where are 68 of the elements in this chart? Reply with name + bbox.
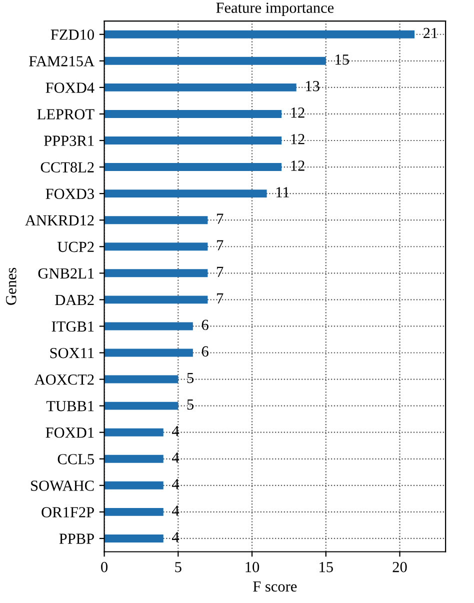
bar <box>104 508 164 516</box>
bar <box>104 534 164 542</box>
x-tick-label: 20 <box>392 562 407 572</box>
y-tick-label: AOXCT2 <box>34 374 94 385</box>
y-tick-label: ANKRD12 <box>25 215 94 226</box>
y-tick-label: LEPROT <box>37 109 94 120</box>
data-label: 12 <box>291 160 304 171</box>
data-label: 4 <box>172 506 180 516</box>
bar <box>104 454 164 463</box>
y-tick-label: FOXD4 <box>46 82 94 93</box>
data-label: 4 <box>172 479 180 490</box>
bar <box>104 348 193 357</box>
data-label: 13 <box>306 80 320 92</box>
y-tick-label: FOXD1 <box>46 428 94 438</box>
y-tick-label: FAM215A <box>29 56 94 66</box>
y-tick-label: CCT8L2 <box>40 162 94 172</box>
data-label: 12 <box>291 134 304 144</box>
bar <box>104 83 296 92</box>
x-tick-label: 10 <box>246 562 260 572</box>
bar <box>104 269 208 278</box>
y-tick-label: TUBB1 <box>46 401 94 412</box>
y-axis-title: Genes <box>6 268 16 305</box>
y-tick-label: DAB2 <box>55 294 94 306</box>
data-label: 7 <box>217 293 224 304</box>
data-label: 6 <box>202 346 208 357</box>
bar <box>104 296 208 304</box>
y-tick-label: PPP3R1 <box>44 136 94 146</box>
x-axis-title: F score <box>253 581 297 592</box>
y-tick-label: GNB2L1 <box>38 268 94 279</box>
data-label: 12 <box>291 108 304 118</box>
bar <box>104 322 193 330</box>
x-tick-label: 5 <box>175 562 182 572</box>
data-label: 5 <box>187 399 194 410</box>
bar <box>104 163 282 172</box>
data-label: 11 <box>276 187 289 198</box>
data-label: 15 <box>336 54 349 65</box>
y-tick-label: ITGB1 <box>52 321 94 332</box>
bar <box>104 216 208 224</box>
bar <box>104 428 164 436</box>
bar <box>104 136 282 144</box>
bar <box>104 242 208 251</box>
x-tick-label: 0 <box>101 562 108 572</box>
y-tick-label: FZD10 <box>50 30 94 40</box>
y-tick-label: OR1F2P <box>42 507 94 518</box>
x-tick-label: 15 <box>320 562 333 572</box>
bar <box>104 110 282 118</box>
data-label: 21 <box>424 28 438 38</box>
bar <box>104 375 178 384</box>
y-tick-label: CCL5 <box>58 454 94 464</box>
bar <box>104 481 164 490</box>
data-label: 4 <box>172 452 180 463</box>
bar <box>104 190 267 198</box>
data-label: 5 <box>187 372 194 384</box>
data-label: 7 <box>217 214 224 224</box>
data-label: 4 <box>172 426 180 436</box>
y-tick-label: PPBP <box>59 534 94 544</box>
data-label: 4 <box>172 532 180 542</box>
y-tick-label: SOX11 <box>50 348 94 358</box>
bar <box>104 402 178 410</box>
bar <box>104 56 326 65</box>
data-label: 6 <box>202 320 208 330</box>
y-tick-label: UCP2 <box>58 242 94 252</box>
y-tick-label: SOWAHC <box>31 480 94 491</box>
bar <box>104 30 415 38</box>
data-label: 7 <box>217 240 224 250</box>
data-label: 7 <box>217 266 224 277</box>
y-tick-label: FOXD3 <box>46 188 94 200</box>
chart-title: Feature importance <box>216 2 334 16</box>
